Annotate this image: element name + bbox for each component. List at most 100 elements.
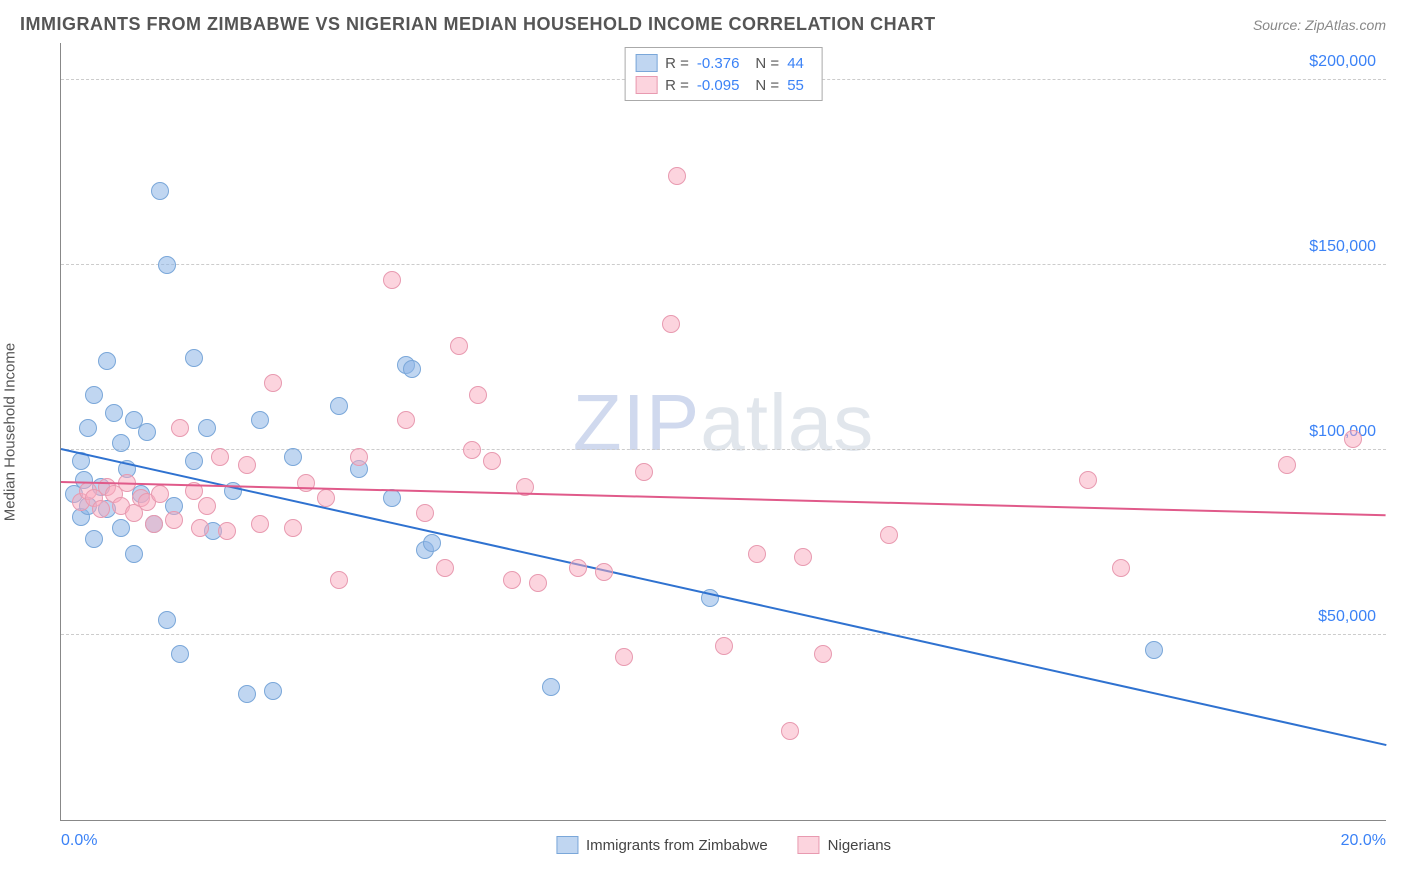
- source-label: Source: ZipAtlas.com: [1253, 17, 1386, 33]
- data-point: [112, 519, 130, 537]
- series-label: Immigrants from Zimbabwe: [586, 837, 768, 854]
- data-point: [238, 456, 256, 474]
- data-point: [264, 374, 282, 392]
- series-legend-item: Nigerians: [798, 836, 891, 854]
- data-point: [284, 519, 302, 537]
- data-point: [615, 648, 633, 666]
- legend-row: R = -0.095 N = 55: [635, 74, 812, 96]
- legend-r-label: R =: [665, 77, 689, 94]
- data-point: [85, 386, 103, 404]
- legend-swatch: [635, 76, 657, 94]
- data-point: [1145, 641, 1163, 659]
- gridline: [61, 264, 1386, 265]
- data-point: [171, 645, 189, 663]
- data-point: [185, 349, 203, 367]
- data-point: [1112, 559, 1130, 577]
- data-point: [138, 423, 156, 441]
- trend-line: [61, 448, 1386, 746]
- data-point: [1278, 456, 1296, 474]
- data-point: [218, 522, 236, 540]
- data-point: [79, 419, 97, 437]
- x-tick-label: 20.0%: [1341, 832, 1386, 850]
- data-point: [416, 504, 434, 522]
- legend-n-label: N =: [755, 55, 779, 72]
- series-label: Nigerians: [828, 837, 891, 854]
- data-point: [85, 530, 103, 548]
- data-point: [383, 489, 401, 507]
- y-tick-label: $200,000: [1309, 53, 1376, 71]
- data-point: [542, 678, 560, 696]
- chart-container: Median Household Income ZIPatlas R =-0.3…: [20, 43, 1386, 821]
- trend-line: [61, 481, 1386, 516]
- series-legend: Immigrants from Zimbabwe Nigerians: [556, 836, 891, 854]
- data-point: [483, 452, 501, 470]
- data-point: [330, 571, 348, 589]
- data-point: [145, 515, 163, 533]
- data-point: [171, 419, 189, 437]
- data-point: [158, 256, 176, 274]
- data-point: [880, 526, 898, 544]
- series-legend-item: Immigrants from Zimbabwe: [556, 836, 768, 854]
- data-point: [165, 511, 183, 529]
- legend-n-value: 44: [787, 55, 804, 72]
- gridline: [61, 634, 1386, 635]
- data-point: [463, 441, 481, 459]
- legend-swatch: [635, 54, 657, 72]
- data-point: [330, 397, 348, 415]
- data-point: [635, 463, 653, 481]
- legend-n-label: N =: [755, 77, 779, 94]
- data-point: [781, 722, 799, 740]
- chart-title: IMMIGRANTS FROM ZIMBABWE VS NIGERIAN MED…: [20, 14, 936, 35]
- y-tick-label: $50,000: [1318, 608, 1376, 626]
- legend-n-value: 55: [787, 77, 804, 94]
- data-point: [662, 315, 680, 333]
- watermark: ZIPatlas: [573, 376, 874, 468]
- y-axis-label: Median Household Income: [2, 343, 19, 521]
- gridline: [61, 449, 1386, 450]
- data-point: [92, 500, 110, 518]
- data-point: [503, 571, 521, 589]
- data-point: [125, 545, 143, 563]
- data-point: [794, 548, 812, 566]
- data-point: [529, 574, 547, 592]
- legend-r-value: -0.095: [697, 77, 740, 94]
- data-point: [198, 419, 216, 437]
- data-point: [238, 685, 256, 703]
- data-point: [403, 360, 421, 378]
- data-point: [317, 489, 335, 507]
- data-point: [469, 386, 487, 404]
- legend-row: R = -0.376 N = 44: [635, 52, 812, 74]
- legend-swatch: [556, 836, 578, 854]
- data-point: [450, 337, 468, 355]
- data-point: [158, 611, 176, 629]
- data-point: [1079, 471, 1097, 489]
- data-point: [151, 485, 169, 503]
- data-point: [350, 448, 368, 466]
- data-point: [284, 448, 302, 466]
- data-point: [397, 411, 415, 429]
- y-tick-label: $150,000: [1309, 238, 1376, 256]
- data-point: [383, 271, 401, 289]
- data-point: [748, 545, 766, 563]
- data-point: [251, 411, 269, 429]
- data-point: [185, 452, 203, 470]
- data-point: [297, 474, 315, 492]
- data-point: [198, 497, 216, 515]
- data-point: [423, 534, 441, 552]
- data-point: [105, 404, 123, 422]
- data-point: [264, 682, 282, 700]
- x-tick-label: 0.0%: [61, 832, 97, 850]
- data-point: [191, 519, 209, 537]
- legend-r-value: -0.376: [697, 55, 740, 72]
- data-point: [151, 182, 169, 200]
- legend-r-label: R =: [665, 55, 689, 72]
- y-tick-label: $100,000: [1309, 423, 1376, 441]
- data-point: [814, 645, 832, 663]
- data-point: [98, 352, 116, 370]
- data-point: [112, 434, 130, 452]
- data-point: [1344, 430, 1362, 448]
- data-point: [595, 563, 613, 581]
- data-point: [569, 559, 587, 577]
- data-point: [436, 559, 454, 577]
- legend-swatch: [798, 836, 820, 854]
